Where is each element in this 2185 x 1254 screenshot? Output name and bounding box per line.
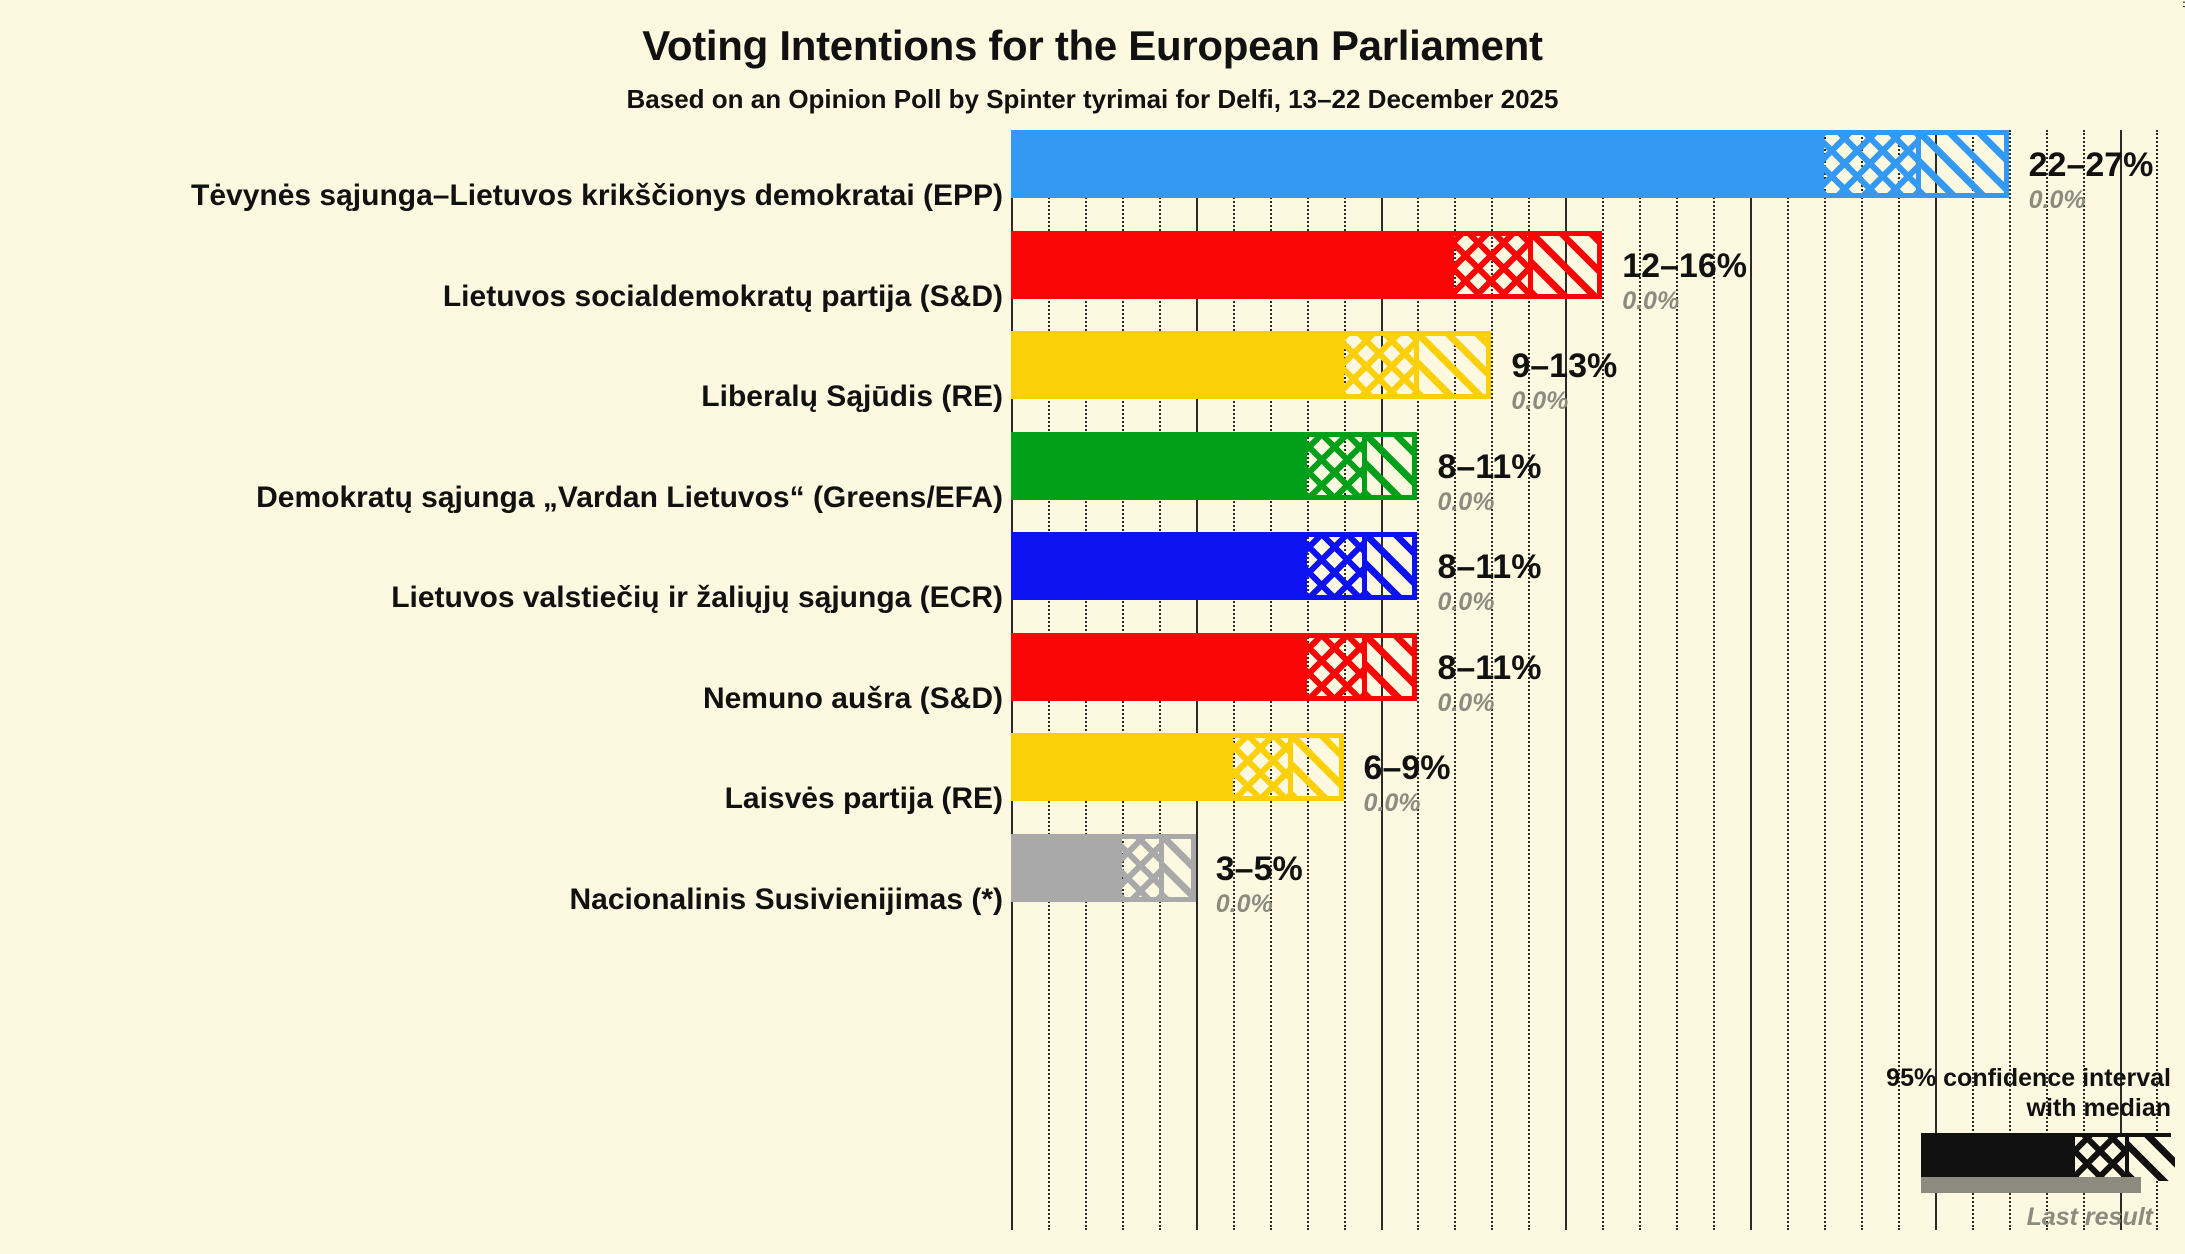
bar-solid-segment (1011, 431, 1307, 500)
category-label: Lietuvos socialdemokratų partija (S&D) (442, 279, 1003, 313)
last-result-label: 0.0% (1215, 889, 1273, 918)
legend-last-result-bar (1921, 1177, 2141, 1193)
bar-solid-segment (1011, 532, 1307, 600)
legend-crosshatch-segment (2075, 1137, 2125, 1181)
category-label: Tėvynės sąjunga–Lietuvos krikščionys dem… (191, 179, 1003, 212)
legend-swatch (1921, 1133, 2175, 1181)
bar-outline (1011, 733, 1344, 801)
bar-solid-segment (1011, 130, 1824, 198)
bar-outline (1011, 230, 1603, 299)
chart-row (1011, 130, 2171, 198)
bar-crosshatch-segment (1306, 431, 1363, 500)
bar-crosshatch-segment (1343, 331, 1414, 399)
bar-outline (1011, 331, 1492, 399)
legend: 95% confidence interval with median Last… (1831, 1064, 2175, 1232)
chart-row (1011, 833, 2171, 902)
bar-diagonal-segment (1362, 632, 1418, 701)
page-subtitle: Based on an Opinion Poll by Spinter tyri… (626, 84, 1559, 114)
legend-ci-bar (1921, 1133, 2175, 1181)
legend-title-line2: with median (2026, 1093, 2171, 1122)
bar-outline (1011, 431, 1418, 500)
bar-crosshatch-segment (1823, 130, 1917, 198)
bar-solid-segment (1011, 230, 1455, 299)
bar-solid-segment (1011, 833, 1122, 902)
bar-diagonal-segment (1362, 532, 1418, 600)
bar-outline (1011, 130, 2009, 198)
last-result-label: 0.0% (1437, 688, 1495, 717)
chart-row (1011, 431, 2171, 500)
legend-last-result-row (1831, 1177, 2171, 1197)
bar-crosshatch-segment (1232, 733, 1289, 801)
value-range-label: 8–11% (1437, 447, 1542, 486)
legend-diagonal-segment (2125, 1137, 2175, 1181)
category-label: Laisvės partija (RE) (724, 782, 1003, 815)
chart-row (1011, 733, 2171, 801)
value-range-label: 22–27% (2028, 146, 2154, 184)
legend-last-result-label: Last result (2026, 1203, 2153, 1231)
bar-crosshatch-segment (1306, 532, 1363, 600)
bar-diagonal-segment (1288, 733, 1344, 801)
page-title: Voting Intentions for the European Parli… (642, 22, 1543, 69)
value-range-label: 12–16% (1622, 246, 1747, 285)
bar-solid-segment (1011, 331, 1344, 399)
last-result-label: 0.0% (1511, 387, 1569, 415)
bar-crosshatch-segment (1454, 230, 1529, 299)
bar-crosshatch-segment (1121, 833, 1159, 902)
bar-diagonal-segment (1158, 833, 1196, 902)
last-result-label: 0.0% (1363, 789, 1421, 817)
bar-diagonal-segment (1362, 431, 1418, 500)
value-range-label: 6–9% (1363, 749, 1451, 787)
bar-outline (1011, 632, 1418, 701)
chart-row (1011, 532, 2171, 600)
bar-outline (1011, 532, 1418, 600)
bar-solid-segment (1011, 632, 1307, 701)
chart-row (1011, 230, 2171, 299)
category-label: Nacionalinis Susivienijimas (*) (569, 882, 1003, 916)
bar-outline (1011, 833, 1196, 902)
legend-title-line1: 95% confidence interval (1886, 1064, 2171, 1092)
value-range-label: 8–11% (1437, 648, 1542, 687)
bar-crosshatch-segment (1306, 632, 1363, 701)
legend-title: 95% confidence interval with median (1831, 1064, 2171, 1123)
chart-row (1011, 632, 2171, 701)
category-label: Nemuno aušra (S&D) (702, 681, 1003, 715)
bar-diagonal-segment (1413, 331, 1492, 399)
bar-diagonal-segment (1916, 130, 2009, 198)
last-result-label: 0.0% (1437, 588, 1495, 616)
last-result-label: 0.0% (2028, 186, 2086, 214)
value-range-label: 9–13% (1511, 347, 1618, 385)
category-label: Lietuvos valstiečių ir žaliųjų sąjunga (… (391, 581, 1003, 614)
last-result-label: 0.0% (1622, 286, 1680, 315)
value-range-label: 8–11% (1437, 548, 1542, 586)
bar-rows (1011, 130, 2171, 1230)
bar-diagonal-segment (1528, 230, 1603, 299)
category-label: Liberalų Sąjūdis (RE) (701, 380, 1003, 413)
chart-row (1011, 331, 2171, 399)
category-label: Demokratų sąjunga „Vardan Lietuvos“ (Gre… (256, 480, 1003, 514)
value-range-label: 3–5% (1215, 849, 1303, 888)
bar-solid-segment (1011, 733, 1233, 801)
copyright-notice: © 2026 Filip van Laenen (2180, 0, 2185, 8)
last-result-label: 0.0% (1437, 487, 1495, 516)
